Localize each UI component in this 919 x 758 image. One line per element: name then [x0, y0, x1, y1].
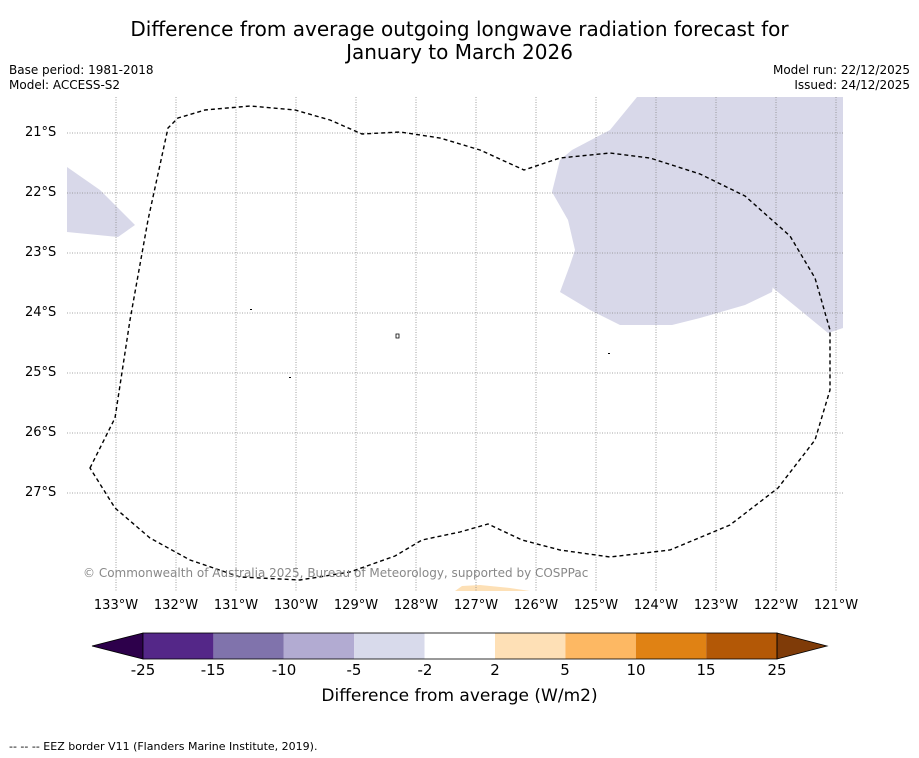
model-name: Model: ACCESS-S2: [9, 78, 121, 92]
lon-label: 125°W: [573, 598, 619, 613]
colorbar-bin: [143, 633, 214, 659]
issued-date: Issued: 24/12/2025: [794, 78, 910, 92]
colorbar-tick: 25: [767, 661, 787, 679]
colorbar-tick: 15: [696, 661, 716, 679]
colorbar-under-arrow: [91, 632, 144, 660]
island-marker: [395, 333, 400, 339]
colorbar-over-arrow: [776, 632, 829, 660]
lat-label: 22°S: [25, 185, 57, 200]
lat-label: 23°S: [25, 245, 57, 260]
lat-label: 21°S: [25, 125, 57, 140]
title-line-1: Difference from average outgoing longwav…: [130, 17, 789, 41]
eez-border: [89, 105, 831, 581]
base-period: Base period: 1981-2018: [9, 63, 154, 77]
title-line-2: January to March 2026: [346, 40, 573, 64]
colorbar-label: Difference from average (W/m2): [321, 686, 598, 706]
colorbar-bin: [283, 633, 355, 659]
colorbar-tick: -15: [200, 661, 226, 679]
lon-label: 129°W: [333, 598, 379, 613]
anomaly-region-east: [552, 97, 843, 333]
copyright-notice: © Commonwealth of Australia 2025, Bureau…: [83, 566, 589, 580]
colorbar-bin: [706, 633, 777, 659]
lon-label: 131°W: [213, 598, 259, 613]
colorbar-bin: [565, 633, 636, 659]
anomaly-region-west: [67, 167, 135, 237]
lon-label: 121°W: [813, 598, 859, 613]
lon-label: 130°W: [273, 598, 319, 613]
lon-label: 132°W: [153, 598, 199, 613]
colorbar-tick: -5: [346, 661, 362, 679]
colorbar-bin: [495, 633, 566, 659]
model-run: Model run: 22/12/2025: [772, 63, 910, 77]
metadata-right: Model run: 22/12/2025 Issued: 24/12/2025: [773, 63, 910, 93]
lon-label: 133°W: [93, 598, 139, 613]
colorbar-bin: [354, 633, 425, 659]
graticule: [67, 97, 843, 591]
colorbar-tick: 2: [490, 661, 500, 679]
anomaly-region-south: [455, 585, 530, 591]
footer-note: -- -- -- EEZ border V11 (Flanders Marine…: [9, 740, 318, 753]
colorbar-bin: [424, 633, 495, 659]
lat-label: 27°S: [25, 485, 57, 500]
colorbar-tick: 10: [626, 661, 646, 679]
island-marker: [608, 353, 610, 354]
lat-label: 25°S: [25, 365, 57, 380]
colorbar-tick: -10: [271, 661, 297, 679]
colorbar-tick: -2: [417, 661, 433, 679]
colorbar-bin: [635, 633, 707, 659]
map-panel: [67, 97, 843, 591]
lon-label: 127°W: [453, 598, 499, 613]
colorbar-tick: -25: [130, 661, 156, 679]
lon-label: 123°W: [693, 598, 739, 613]
island-marker: [289, 377, 291, 378]
lon-label: 126°W: [513, 598, 559, 613]
colorbar-tick: 5: [560, 661, 570, 679]
metadata-left: Base period: 1981-2018 Model: ACCESS-S2: [9, 63, 154, 93]
lat-label: 26°S: [25, 425, 57, 440]
colorbar: [91, 632, 829, 660]
island-marker: [250, 309, 252, 310]
lon-label: 124°W: [633, 598, 679, 613]
colorbar-bin: [213, 633, 284, 659]
lon-label: 128°W: [393, 598, 439, 613]
chart-title: Difference from average outgoing longwav…: [0, 18, 919, 64]
lat-label: 24°S: [25, 305, 57, 320]
lon-label: 122°W: [753, 598, 799, 613]
